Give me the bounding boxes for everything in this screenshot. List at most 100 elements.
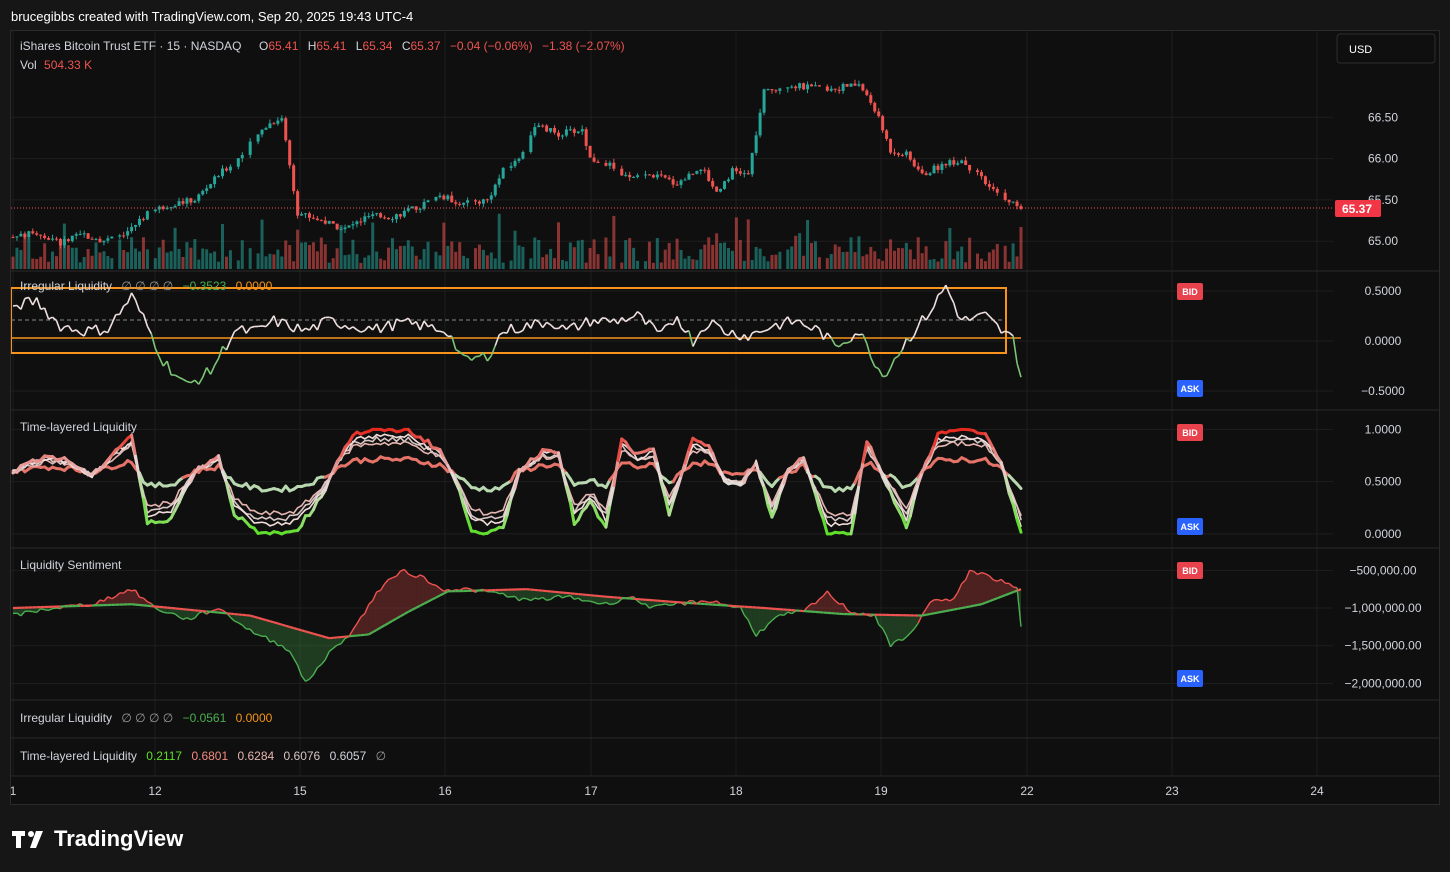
candle-body xyxy=(296,191,300,216)
time-layered-line-segment xyxy=(1015,482,1023,490)
currency-button[interactable] xyxy=(1336,33,1436,64)
sentiment-line-segment xyxy=(644,603,650,609)
sentiment-average-segment xyxy=(439,592,445,597)
time-layered-line-segment xyxy=(866,447,872,458)
sentiment-line-segment xyxy=(289,651,295,659)
irregular-line-segment xyxy=(190,379,196,384)
sentiment-fill-segment xyxy=(768,608,772,625)
irregular-line-segment xyxy=(542,321,548,329)
sentiment-fill-segment xyxy=(404,569,409,615)
irregular-line-segment xyxy=(419,320,425,331)
irregular-axis[interactable]: 0.5000 0.0000 −0.5000 xyxy=(1361,284,1405,398)
sentiment-line-segment xyxy=(439,587,445,592)
price-pane[interactable]: iShares Bitcoin Trust ETF · 15 · NASDAQ … xyxy=(11,33,1436,269)
irregular-value-2: 0.0000 xyxy=(236,279,273,293)
irregular-line-segment xyxy=(494,334,500,346)
sentiment-line-segment xyxy=(312,667,318,676)
chart-svg[interactable]: iShares Bitcoin Trust ETF · 15 · NASDAQ … xyxy=(10,31,1439,804)
candle-body xyxy=(280,118,284,121)
sentiment-fill-segment xyxy=(546,591,551,601)
volume-bar xyxy=(612,215,616,269)
volume-bar xyxy=(268,253,272,269)
sentiment-axis[interactable]: −500,000.00 −1,000,000.00 −1,500,000.00 −2,… xyxy=(1344,563,1421,690)
time-layered-line-segment xyxy=(806,468,813,484)
time-layered-line-segment xyxy=(375,436,382,442)
candle-body xyxy=(881,116,885,131)
candle-body xyxy=(920,169,924,174)
candle-body xyxy=(292,165,296,192)
sentiment-fill-segment xyxy=(538,590,543,600)
irregular-line-segment xyxy=(103,330,109,334)
sentiment-line-segment xyxy=(601,601,607,605)
volume-bar xyxy=(620,262,624,269)
candle-body xyxy=(908,151,912,160)
sentiment-fill-segment xyxy=(32,607,37,613)
sentiment-average-segment xyxy=(261,617,267,622)
irregular-line-segment xyxy=(265,321,271,328)
price-tick-label: 66.50 xyxy=(1368,110,1398,124)
chart-frame[interactable]: iShares Bitcoin Trust ETF · 15 · NASDAQ … xyxy=(10,30,1440,805)
time-layered-line-segment xyxy=(830,521,837,528)
irregular-line-segment xyxy=(40,307,45,311)
ask-badge xyxy=(1177,380,1203,397)
volume-bar xyxy=(442,222,446,269)
irregular-line-segment xyxy=(64,324,69,328)
volume-bar xyxy=(466,258,470,269)
irregular-line-segment xyxy=(221,345,228,351)
time-layered-line-segment xyxy=(604,503,612,529)
candle-body xyxy=(157,206,161,210)
sentiment-line-segment xyxy=(178,616,184,621)
irregular-line-segment xyxy=(95,324,101,336)
tradingview-logo[interactable]: TradingView xyxy=(12,826,183,852)
time-layered-axis[interactable]: 1.0000 0.5000 0.0000 xyxy=(1365,422,1402,541)
time-layered-line-segment xyxy=(593,496,599,505)
time-layered-line-segment xyxy=(853,471,861,485)
irregular-line-segment xyxy=(858,333,863,336)
time-layered-line-segment xyxy=(509,471,517,483)
time-layered-line-segment xyxy=(323,477,331,492)
sentiment-fill-segment xyxy=(752,607,757,637)
irregular-liquidity-pane[interactable]: Irregular Liquidity ∅ ∅ ∅ ∅ −0.3523 0.00… xyxy=(10,279,1405,398)
irregular-line-segment xyxy=(486,355,492,362)
volume-bar xyxy=(632,247,636,269)
volume-bar xyxy=(560,259,564,269)
irregular-line-segment xyxy=(209,365,216,375)
irregular-line-segment xyxy=(455,348,461,353)
volume-bar xyxy=(387,247,391,269)
candle-body xyxy=(952,160,956,165)
time-layered-line-segment xyxy=(399,436,406,443)
sentiment-line-segment xyxy=(518,597,524,602)
time-layered-line-segment xyxy=(541,452,548,459)
volume-bar xyxy=(932,259,936,269)
footer-tl-value-4: 0.6076 xyxy=(284,749,321,763)
liquidity-sentiment-pane[interactable]: Liquidity Sentiment −500,000.00 −1,000,00… xyxy=(12,558,1422,690)
volume-bar xyxy=(213,251,217,269)
volume-bar xyxy=(679,249,683,269)
sentiment-line-segment xyxy=(526,598,532,602)
candle-body xyxy=(900,154,904,156)
time-layered-line-segment xyxy=(770,506,778,519)
sentiment-average-segment xyxy=(399,613,405,618)
time-layered-line-segment xyxy=(889,484,896,494)
time-tick-label: 1 xyxy=(11,784,17,798)
time-layered-line-segment xyxy=(371,436,378,443)
candle-body xyxy=(78,234,82,236)
candle-body xyxy=(798,83,802,89)
currency-label[interactable]: USD xyxy=(1349,44,1372,56)
irregular-line-segment xyxy=(581,317,587,326)
sentiment-line-segment xyxy=(249,628,255,635)
sentiment-line-segment xyxy=(787,611,792,615)
bid-label: BID xyxy=(1182,566,1198,576)
candle-body xyxy=(711,180,715,187)
time-axis[interactable]: 1 12 15 16 17 18 19 22 23 24 xyxy=(10,784,1324,798)
time-layered-liquidity-pane[interactable]: Time-layered Liquidity 1.0000 0.5000 0.000… xyxy=(11,420,1402,541)
volume-bar xyxy=(529,258,533,269)
irregular-line-segment xyxy=(937,291,943,296)
irregular-line-segment xyxy=(439,330,445,334)
sentiment-fill-segment xyxy=(424,576,429,604)
candle-body xyxy=(604,162,608,166)
irregular-line-segment xyxy=(35,297,42,310)
time-layered-line-segment xyxy=(435,448,441,454)
sentiment-fill-segment xyxy=(163,607,168,614)
